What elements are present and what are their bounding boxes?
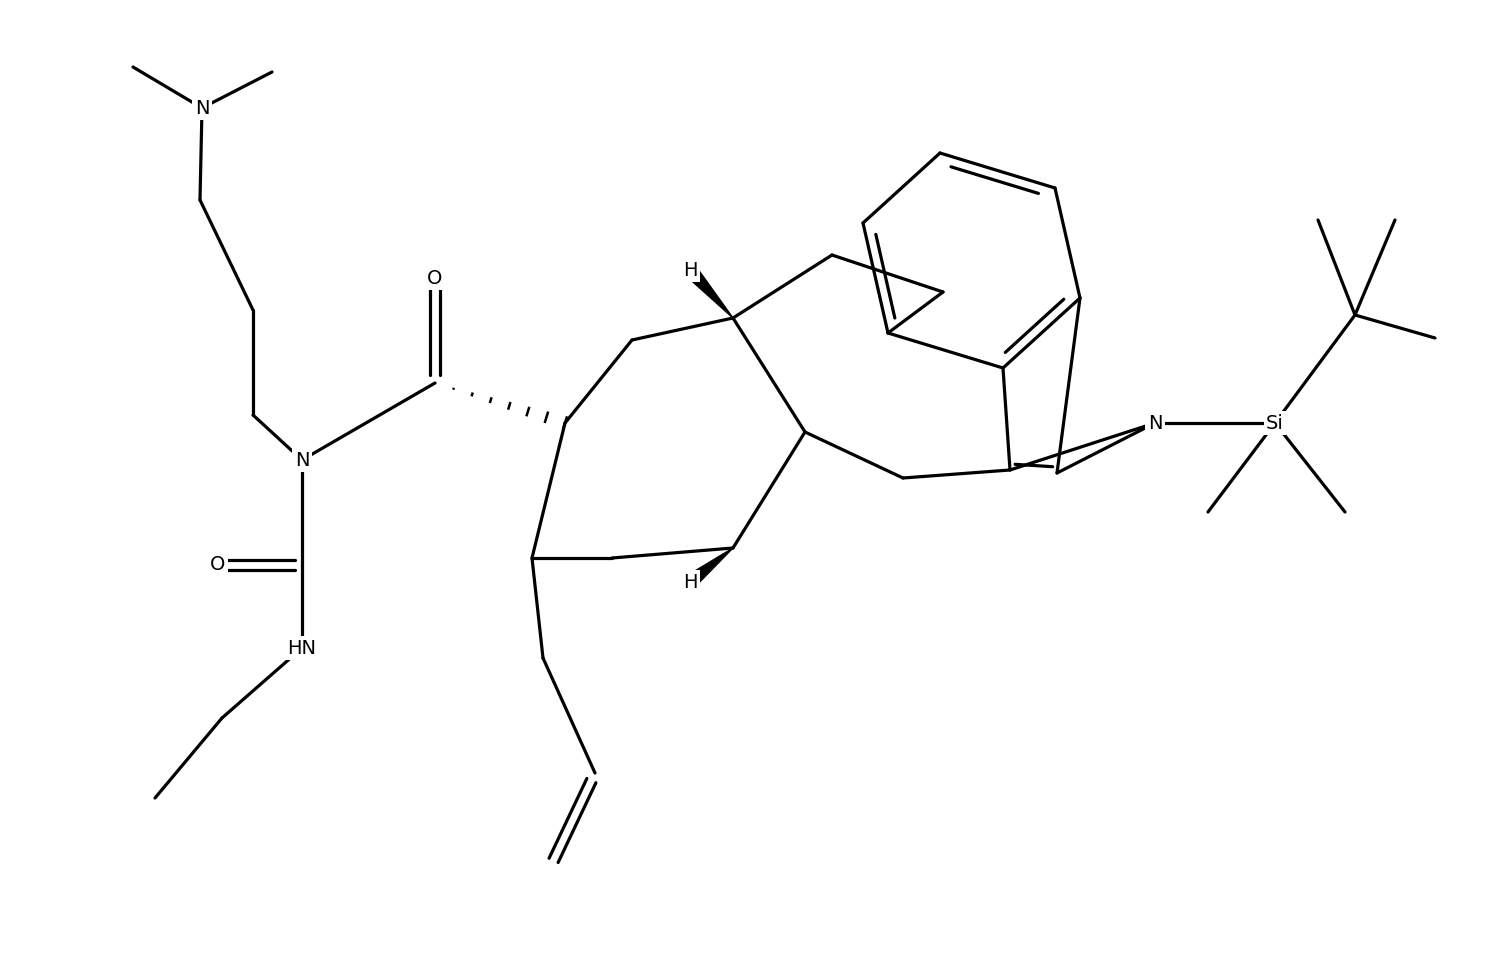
Polygon shape [685, 548, 733, 588]
Text: H: H [682, 573, 697, 592]
Text: O: O [428, 269, 443, 288]
Text: O: O [210, 555, 225, 575]
Text: N: N [1147, 414, 1162, 432]
Polygon shape [685, 266, 733, 318]
Text: N: N [295, 450, 310, 469]
Text: Si: Si [1266, 414, 1284, 432]
Text: HN: HN [288, 639, 316, 658]
Text: H: H [682, 260, 697, 279]
Text: N: N [195, 98, 209, 118]
